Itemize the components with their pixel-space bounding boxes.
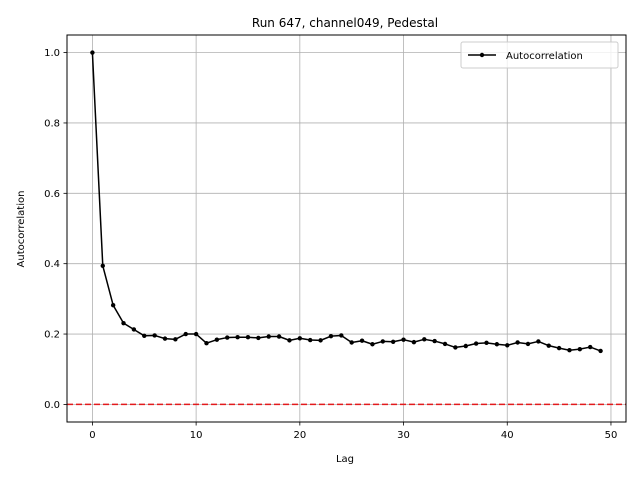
y-axis-label: Autocorrelation bbox=[16, 191, 27, 268]
data-point bbox=[422, 337, 427, 342]
legend-box bbox=[460, 41, 619, 69]
data-point bbox=[173, 337, 178, 342]
data-point bbox=[463, 343, 468, 349]
y-tick-label: 0.6 bbox=[44, 189, 60, 200]
x-tick-label: 0 bbox=[89, 430, 95, 441]
data-point bbox=[328, 333, 334, 339]
plot-frame bbox=[66, 34, 627, 423]
data-point bbox=[380, 339, 385, 344]
data-point bbox=[100, 263, 105, 268]
legend-label: Autocorrelation bbox=[506, 51, 583, 62]
data-point bbox=[567, 348, 572, 353]
data-point bbox=[546, 343, 551, 348]
data-point bbox=[484, 340, 489, 346]
y-tick-label: 1.0 bbox=[44, 48, 60, 59]
data-point bbox=[525, 341, 531, 347]
y-tick-label: 0.4 bbox=[44, 259, 60, 270]
x-tick-label: 50 bbox=[605, 430, 618, 441]
y-tick-label: 0.2 bbox=[44, 330, 60, 341]
data-point bbox=[442, 341, 448, 347]
data-point bbox=[245, 335, 251, 340]
data-point bbox=[256, 335, 261, 341]
data-point bbox=[505, 343, 510, 348]
x-tick-label: 10 bbox=[190, 430, 203, 441]
x-tick-label: 40 bbox=[501, 430, 514, 441]
data-point bbox=[494, 342, 500, 347]
data-point bbox=[536, 339, 541, 344]
data-point bbox=[598, 348, 603, 354]
data-point bbox=[588, 344, 593, 350]
x-axis-label: Lag bbox=[336, 454, 354, 465]
data-point bbox=[349, 340, 354, 345]
data-point bbox=[577, 346, 583, 352]
y-tick-label: 0.8 bbox=[44, 118, 60, 129]
data-point bbox=[204, 340, 209, 346]
data-point bbox=[318, 338, 323, 343]
data-point bbox=[276, 334, 282, 339]
data-point bbox=[339, 333, 344, 338]
data-point bbox=[183, 331, 188, 337]
data-point bbox=[193, 331, 199, 337]
data-point bbox=[359, 338, 365, 343]
data-point bbox=[411, 339, 417, 345]
data-point bbox=[142, 333, 147, 339]
data-point bbox=[453, 345, 458, 350]
data-point bbox=[131, 327, 137, 332]
data-point bbox=[401, 337, 406, 342]
data-point bbox=[390, 339, 396, 344]
legend: Autocorrelation bbox=[460, 41, 619, 69]
series-group bbox=[90, 50, 603, 354]
x-tick-label: 30 bbox=[397, 430, 410, 441]
data-point bbox=[90, 50, 95, 55]
x-axis: 0 10 20 30 40 50 bbox=[89, 422, 617, 441]
data-point bbox=[556, 345, 562, 351]
data-point bbox=[235, 335, 240, 340]
y-axis: 0.0 0.2 0.4 0.6 0.8 1.0 bbox=[44, 48, 67, 411]
y-tick-label: 0.0 bbox=[44, 400, 60, 411]
data-point bbox=[297, 336, 303, 341]
data-point bbox=[287, 338, 292, 343]
data-point bbox=[370, 342, 375, 347]
data-point bbox=[225, 335, 230, 340]
data-point bbox=[473, 341, 479, 346]
legend-marker-swatch bbox=[479, 52, 485, 58]
data-point bbox=[515, 340, 520, 345]
data-point bbox=[308, 337, 313, 343]
x-tick-label: 20 bbox=[293, 430, 306, 441]
chart-title: Run 647, channel049, Pedestal bbox=[252, 16, 438, 30]
data-point bbox=[152, 333, 157, 338]
data-point bbox=[162, 336, 168, 341]
data-point bbox=[432, 338, 437, 344]
data-point bbox=[214, 337, 220, 342]
data-point bbox=[121, 320, 126, 326]
data-point bbox=[266, 334, 271, 339]
data-point bbox=[110, 302, 116, 308]
